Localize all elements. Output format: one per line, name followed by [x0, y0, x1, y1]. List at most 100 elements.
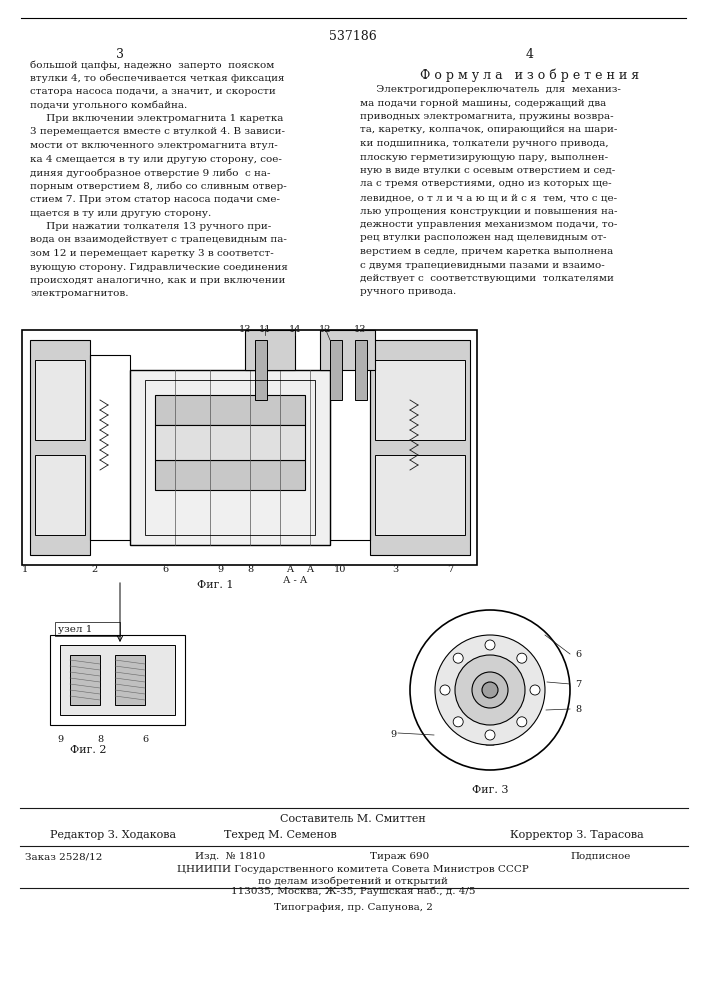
- Text: диняя дугообразное отверстие 9 либо  с на-: диняя дугообразное отверстие 9 либо с на…: [30, 168, 271, 178]
- Text: 6: 6: [575, 650, 581, 659]
- Text: 6: 6: [162, 565, 168, 574]
- Text: 12: 12: [319, 325, 332, 334]
- Text: 11: 11: [259, 325, 271, 334]
- Text: 9: 9: [57, 735, 63, 744]
- Bar: [375, 455, 465, 535]
- Bar: [115, 655, 145, 705]
- Text: узел 1: узел 1: [58, 625, 93, 634]
- Bar: [320, 330, 375, 370]
- Polygon shape: [484, 725, 496, 745]
- Bar: [375, 360, 465, 440]
- Bar: [255, 340, 267, 400]
- Bar: [330, 355, 370, 540]
- Text: 9: 9: [390, 730, 396, 739]
- Text: 10: 10: [334, 565, 346, 574]
- Text: 3: 3: [392, 565, 398, 574]
- Bar: [35, 455, 85, 535]
- Text: Изд.  № 1810: Изд. № 1810: [195, 852, 265, 861]
- Text: 14: 14: [288, 325, 301, 334]
- Circle shape: [517, 717, 527, 727]
- Text: лью упрощения конструкции и повышения на-: лью упрощения конструкции и повышения на…: [360, 207, 617, 216]
- Bar: [22, 330, 477, 565]
- Circle shape: [440, 685, 450, 695]
- Text: происходят аналогично, как и при включении: происходят аналогично, как и при включен…: [30, 276, 286, 285]
- Bar: [30, 340, 90, 555]
- Text: 7: 7: [575, 680, 581, 689]
- Bar: [355, 340, 367, 400]
- Bar: [370, 340, 470, 555]
- Text: A: A: [286, 565, 293, 574]
- Text: действует с  соответствующими  толкателями: действует с соответствующими толкателями: [360, 274, 614, 283]
- Text: большой цапфы, надежно  заперто  пояском: большой цапфы, надежно заперто пояском: [30, 60, 274, 70]
- Text: 2: 2: [92, 565, 98, 574]
- Bar: [70, 655, 100, 705]
- Circle shape: [455, 655, 525, 725]
- Text: втулки 4, то обеспечивается четкая фиксация: втулки 4, то обеспечивается четкая фикса…: [30, 74, 284, 83]
- Text: ла с тремя отверстиями, одно из которых ще-: ла с тремя отверстиями, одно из которых …: [360, 180, 612, 188]
- Circle shape: [453, 653, 463, 663]
- Text: 3: 3: [116, 48, 124, 61]
- Text: левидное, о т л и ч а ю щ и й с я  тем, что с це-: левидное, о т л и ч а ю щ и й с я тем, ч…: [360, 193, 617, 202]
- Text: Корректор З. Тарасова: Корректор З. Тарасова: [510, 830, 644, 840]
- Text: 1: 1: [22, 565, 28, 574]
- Text: 6: 6: [142, 735, 148, 744]
- Text: плоскую герметизирующую пару, выполнен-: плоскую герметизирующую пару, выполнен-: [360, 152, 608, 161]
- Text: При нажатии толкателя 13 ручного при-: При нажатии толкателя 13 ручного при-: [30, 222, 271, 231]
- Text: Ф о р м у л а   и з о б р е т е н и я: Ф о р м у л а и з о б р е т е н и я: [421, 68, 640, 82]
- Text: ма подачи горной машины, содержащий два: ма подачи горной машины, содержащий два: [360, 99, 606, 107]
- Bar: [55, 622, 120, 636]
- Text: электромагнитов.: электромагнитов.: [30, 290, 129, 298]
- Circle shape: [485, 730, 495, 740]
- Text: Фиг. 1: Фиг. 1: [197, 580, 233, 590]
- Bar: [60, 645, 175, 715]
- Bar: [35, 360, 85, 440]
- Text: Типография, пр. Сапунова, 2: Типография, пр. Сапунова, 2: [274, 903, 433, 912]
- Text: 7: 7: [447, 565, 453, 574]
- Text: та, каретку, колпачок, опирающийся на шари-: та, каретку, колпачок, опирающийся на ша…: [360, 125, 617, 134]
- Text: ЦНИИПИ Государственного комитета Совета Министров СССР: ЦНИИПИ Государственного комитета Совета …: [177, 865, 529, 874]
- Text: Редактор З. Ходакова: Редактор З. Ходакова: [50, 830, 176, 840]
- Text: ка 4 смещается в ту или другую сторону, сое-: ка 4 смещается в ту или другую сторону, …: [30, 154, 282, 163]
- Text: статора насоса подачи, а значит, и скорости: статора насоса подачи, а значит, и скоро…: [30, 87, 276, 96]
- Text: Электрогидропереключатель  для  механиз-: Электрогидропереключатель для механиз-: [360, 85, 621, 94]
- Text: 9: 9: [217, 565, 223, 574]
- Circle shape: [485, 640, 495, 650]
- Text: 3 перемещается вместе с втулкой 4. В зависи-: 3 перемещается вместе с втулкой 4. В зав…: [30, 127, 285, 136]
- Bar: [50, 635, 185, 725]
- Bar: [155, 460, 305, 490]
- Text: 13: 13: [239, 325, 251, 334]
- Bar: [145, 380, 315, 535]
- Circle shape: [472, 672, 508, 708]
- Bar: [155, 425, 305, 460]
- Text: подачи угольного комбайна.: подачи угольного комбайна.: [30, 101, 187, 110]
- Text: мости от включенного электромагнита втул-: мости от включенного электромагнита втул…: [30, 141, 278, 150]
- Text: Тираж 690: Тираж 690: [370, 852, 429, 861]
- Circle shape: [517, 653, 527, 663]
- Text: 113035, Москва, Ж-35, Раушская наб., д. 4/5: 113035, Москва, Ж-35, Раушская наб., д. …: [230, 887, 475, 896]
- Bar: [245, 330, 295, 370]
- Text: A: A: [307, 565, 313, 574]
- Text: приводных электромагнита, пружины возвра-: приводных электромагнита, пружины возвра…: [360, 112, 614, 121]
- Text: 13: 13: [354, 325, 366, 334]
- Text: Составитель М. Смиттен: Составитель М. Смиттен: [280, 814, 426, 824]
- Text: с двумя трапециевидными пазами и взаимо-: с двумя трапециевидными пазами и взаимо-: [360, 260, 604, 269]
- Text: ки подшипника, толкатели ручного привода,: ки подшипника, толкатели ручного привода…: [360, 139, 609, 148]
- Bar: [130, 370, 330, 545]
- Text: вода он взаимодействует с трапецевидным па-: вода он взаимодействует с трапецевидным …: [30, 235, 287, 244]
- Text: порным отверстием 8, либо со сливным отвер-: порным отверстием 8, либо со сливным отв…: [30, 182, 287, 191]
- Circle shape: [453, 717, 463, 727]
- Text: Техред М. Семенов: Техред М. Семенов: [223, 830, 337, 840]
- Text: вующую сторону. Гидравлические соединения: вующую сторону. Гидравлические соединени…: [30, 262, 288, 271]
- Text: 8: 8: [575, 705, 581, 714]
- Circle shape: [435, 635, 545, 745]
- Text: ную в виде втулки с осевым отверстием и сед-: ную в виде втулки с осевым отверстием и …: [360, 166, 615, 175]
- Text: зом 12 и перемещает каретку 3 в соответст-: зом 12 и перемещает каретку 3 в соответс…: [30, 249, 274, 258]
- Circle shape: [482, 682, 498, 698]
- Text: ручного привода.: ручного привода.: [360, 288, 456, 296]
- Text: А - А: А - А: [283, 576, 307, 585]
- Text: дежности управления механизмом подачи, то-: дежности управления механизмом подачи, т…: [360, 220, 617, 229]
- Text: 537186: 537186: [329, 30, 377, 43]
- Text: 8: 8: [97, 735, 103, 744]
- Text: щается в ту или другую сторону.: щается в ту или другую сторону.: [30, 209, 211, 218]
- Text: 4: 4: [526, 48, 534, 61]
